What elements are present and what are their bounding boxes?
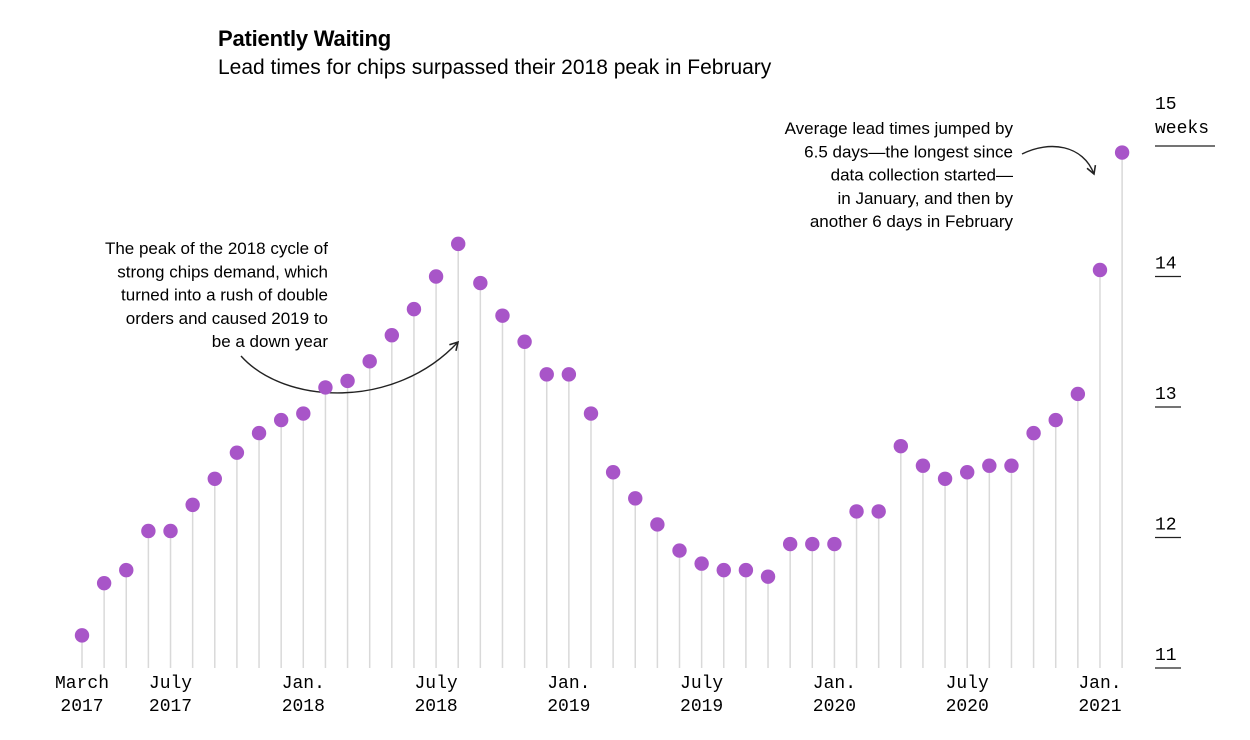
data-point-2017-09: [207, 471, 222, 486]
data-point-2021-02: [1114, 145, 1130, 160]
chart-subtitle: Lead times for chips surpassed their 201…: [218, 56, 772, 79]
data-point-2019-05: [650, 517, 665, 532]
data-point-2020-06: [937, 471, 953, 486]
annotation-jump-2021-line-5: another 6 days in February: [810, 212, 1014, 231]
data-point-2019-12: [805, 536, 820, 552]
data-point-2019-06: [672, 543, 687, 558]
stems-group: [81, 152, 1123, 668]
x-tick-label-march-2017: March: [55, 674, 109, 694]
y-tick-label-13: 13: [1155, 385, 1177, 405]
data-point-2020-11: [1048, 412, 1063, 428]
data-point-2017-04: [96, 575, 112, 591]
annotations-group: The peak of the 2018 cycle of strong chip…: [105, 119, 1097, 394]
data-point-2020-04: [893, 438, 909, 454]
x-tick-label-july-2020: July: [946, 674, 989, 694]
x-tick-year-2019-28: 2019: [680, 697, 723, 717]
x-tick-label-jan-2020: Jan.: [813, 674, 856, 694]
x-tick-year-2020-40: 2020: [946, 697, 989, 717]
annotation-jump-2021-line-4: in January, and then by: [838, 189, 1014, 208]
data-point-2020-12: [1070, 386, 1086, 402]
data-point-2018-01: [296, 406, 311, 421]
y-tick-label-14: 14: [1155, 255, 1177, 275]
x-tick-year-2018-16: 2018: [414, 697, 457, 717]
data-point-2019-03: [605, 465, 621, 480]
x-tick-year-2019-22: 2019: [547, 697, 590, 717]
data-point-2020-01: [827, 536, 842, 552]
data-point-2019-02: [583, 406, 599, 421]
data-point-2019-08: [716, 562, 731, 578]
y-axis: 11 12 13 14 15 weeks: [1155, 95, 1215, 669]
y-tick-label-12: 12: [1155, 516, 1177, 536]
data-point-2017-03: [74, 628, 90, 643]
data-point-2018-07: [428, 269, 444, 284]
x-tick-label-july-2018: July: [414, 674, 457, 694]
data-point-2019-01: [561, 367, 577, 382]
x-tick-year-2017-4: 2017: [149, 697, 192, 717]
data-point-2018-04: [362, 354, 377, 369]
y-unit-label: weeks: [1155, 119, 1209, 139]
x-tick-year-2021-46: 2021: [1078, 697, 1121, 717]
x-tick-label-jan-2019: Jan.: [547, 674, 590, 694]
data-point-2020-08: [982, 458, 997, 473]
data-point-2019-11: [782, 536, 798, 552]
data-point-2019-09: [738, 562, 754, 578]
x-tick-label-jan-2018: Jan.: [282, 674, 325, 694]
jump-arrow: [1021, 145, 1097, 176]
data-point-2018-09: [473, 275, 488, 291]
data-point-2017-07: [163, 523, 178, 539]
x-tick-label-july-2019: July: [680, 674, 723, 694]
data-point-2017-12: [273, 412, 289, 428]
annotation-peak-2018-line-4: orders and caused 2019 to: [126, 309, 328, 328]
peak-arrow: [240, 340, 460, 394]
annotation-jump-2021-line-1: Average lead times jumped by: [785, 119, 1014, 138]
y-tick-label-11: 11: [1155, 646, 1177, 666]
data-point-2018-12: [539, 367, 554, 382]
data-point-2019-07: [694, 556, 709, 571]
annotation-peak-2018-line-5: be a down year: [212, 332, 329, 351]
x-tick-label-jan-2021: Jan.: [1078, 674, 1121, 694]
data-point-2021-01: [1092, 262, 1108, 278]
x-tick-label-july-2017: July: [149, 674, 192, 694]
data-point-2018-11: [517, 334, 532, 349]
data-point-2017-06: [141, 523, 156, 539]
data-point-2017-11: [251, 425, 267, 441]
annotation-peak-2018-line-1: The peak of the 2018 cycle of: [105, 239, 328, 258]
x-tick-year-2017-0: 2017: [60, 697, 103, 717]
data-point-2018-03: [340, 373, 355, 389]
data-point-2017-05: [119, 562, 134, 578]
data-point-2019-10: [760, 569, 776, 584]
data-point-2019-04: [628, 491, 643, 506]
data-point-2020-05: [915, 458, 931, 473]
x-axis: March 2017 July 2017 Jan. 2018 July 2018 Jan. 201…: [55, 674, 1122, 717]
annotation-jump-2021-line-2: 6.5 days—the longest since: [804, 142, 1013, 161]
y-tick-label-15: 15: [1155, 95, 1177, 115]
x-tick-year-2020-34: 2020: [813, 697, 856, 717]
data-point-2020-09: [1004, 458, 1019, 473]
data-point-2018-08: [451, 236, 466, 252]
data-point-2020-02: [849, 504, 864, 519]
data-point-2018-06: [406, 301, 422, 317]
data-point-2018-05: [384, 328, 400, 343]
annotation-peak-2018-line-3: turned into a rush of double: [121, 286, 328, 305]
data-point-2020-03: [871, 504, 886, 519]
data-point-2020-10: [1026, 425, 1041, 441]
annotation-peak-2018-line-2: strong chips demand, which: [117, 262, 328, 281]
x-tick-year-2018-10: 2018: [282, 697, 325, 717]
dots-group: [74, 145, 1130, 643]
data-point-2018-10: [495, 308, 510, 323]
annotation-jump-2021-line-3: data collection started—: [831, 166, 1013, 185]
data-point-2017-10: [229, 445, 245, 460]
data-point-2017-08: [185, 497, 200, 513]
data-point-2018-02: [318, 380, 333, 395]
data-point-2020-07: [960, 465, 975, 480]
chart-title: Patiently Waiting: [218, 26, 392, 51]
